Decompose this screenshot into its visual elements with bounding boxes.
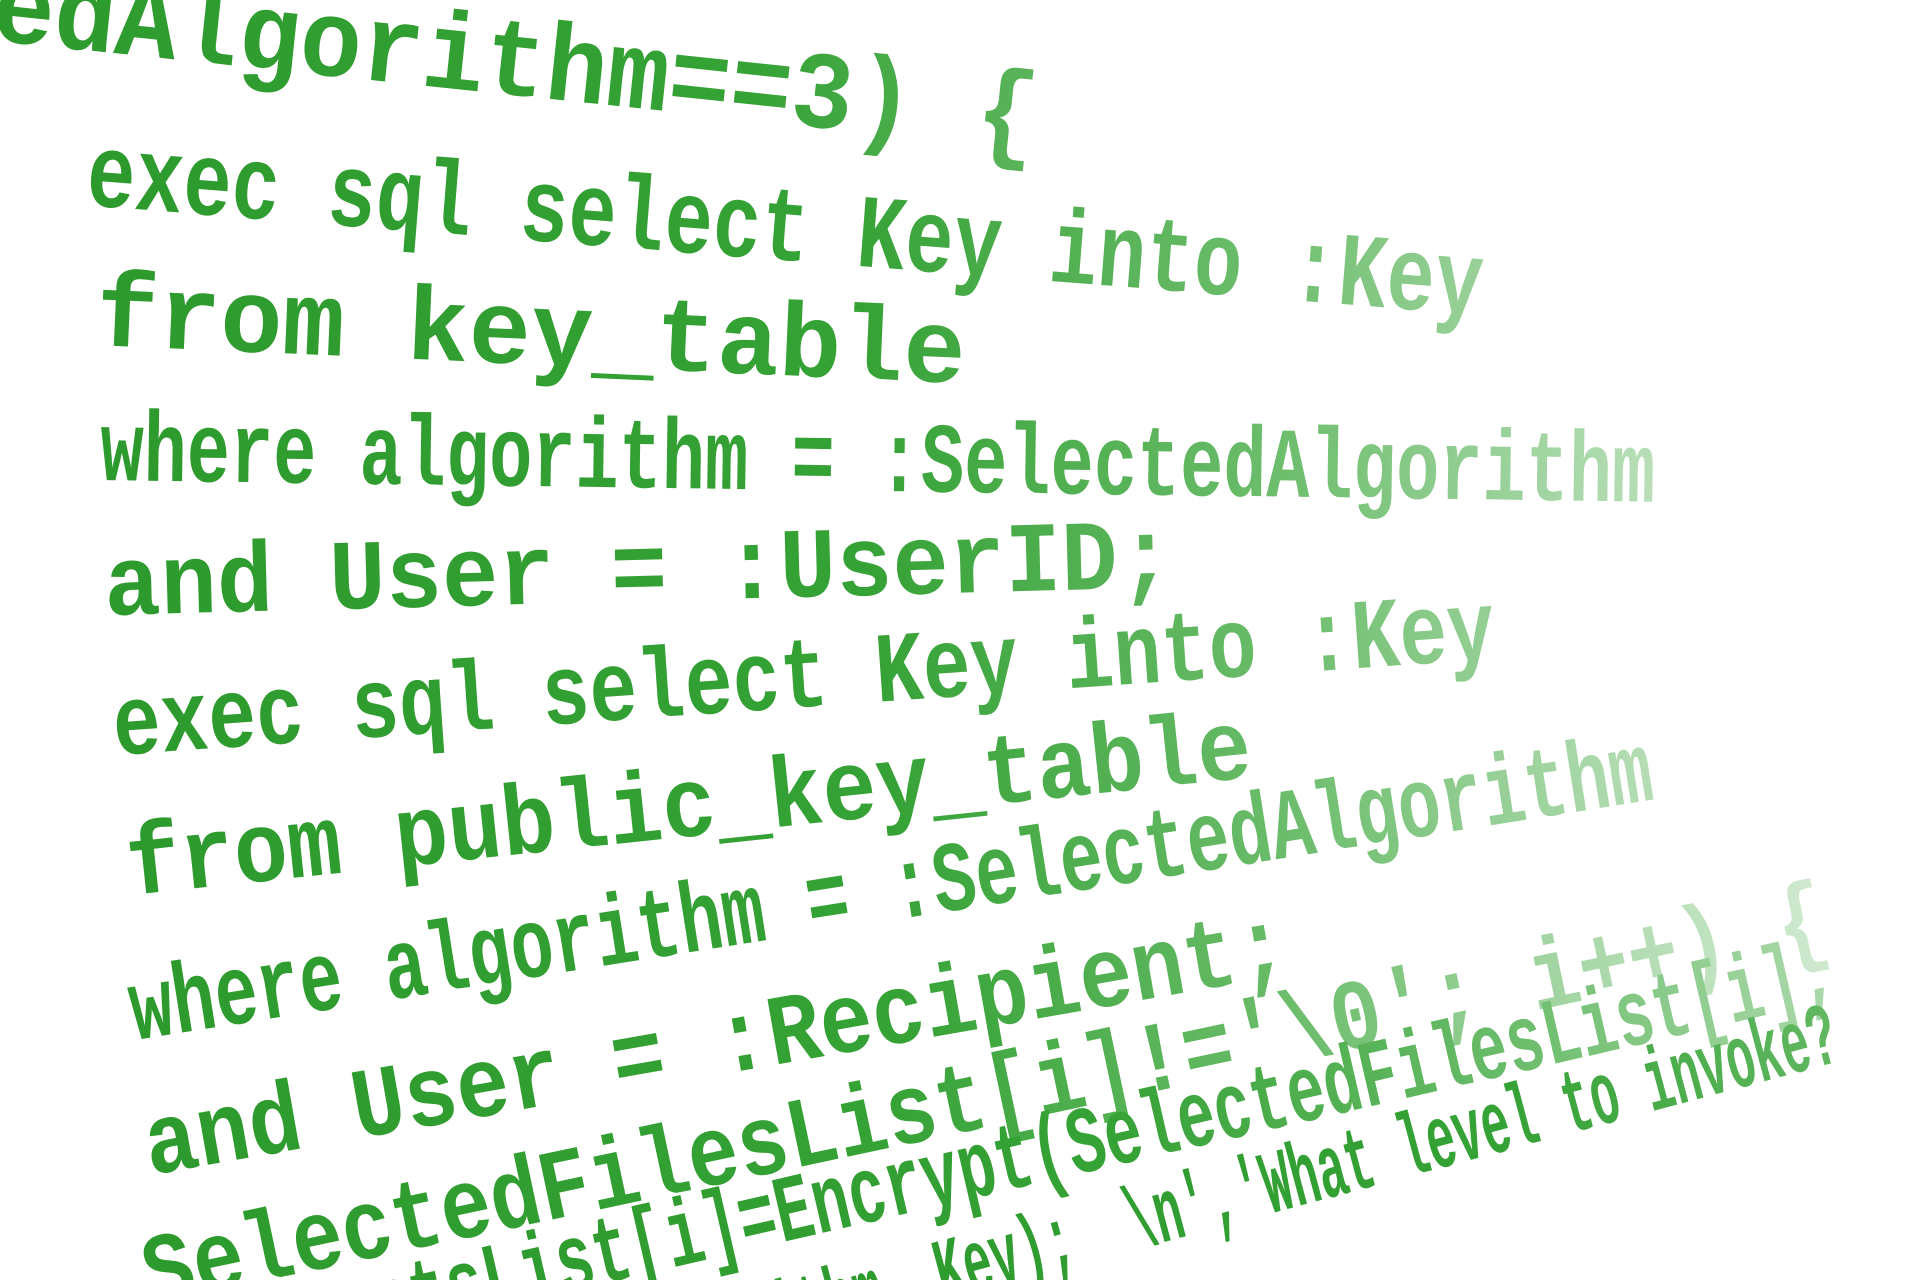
code-line: and User = :UserID;	[103, 505, 1176, 646]
code-line: where algorithm = :SelectedAlgorithm	[100, 398, 1656, 533]
